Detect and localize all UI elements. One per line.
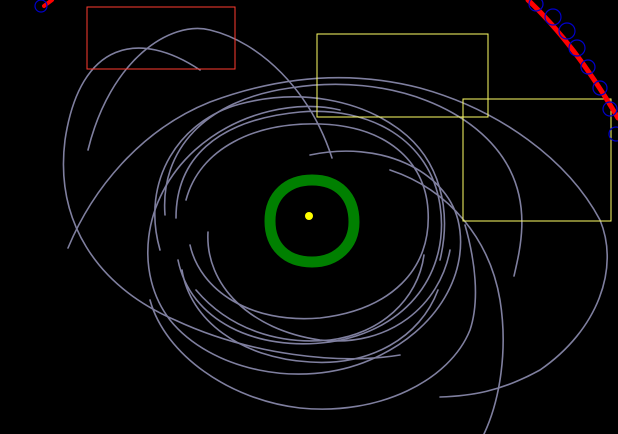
- orbit-trail: [389, 169, 504, 434]
- orbit-trail: [67, 76, 608, 398]
- trajectory-loop: [528, 0, 544, 12]
- orbit-trail: [87, 27, 333, 159]
- trajectory-loop: [34, 0, 48, 13]
- orbit-trail: [147, 105, 462, 375]
- orbit-trail: [62, 47, 401, 360]
- orbit-trail: [149, 224, 477, 410]
- trajectory-loop: [592, 80, 608, 96]
- orbit-trail: [175, 110, 443, 345]
- outer-arc-trajectory: [525, 0, 618, 142]
- trajectory-loop: [608, 126, 618, 142]
- orbit-trail: [181, 269, 439, 364]
- trajectory-loop: [558, 22, 576, 40]
- star-icon[interactable]: [305, 212, 313, 220]
- highlight-box: [316, 33, 489, 118]
- orbit-trail: [185, 123, 429, 320]
- highlight-box: [462, 98, 612, 222]
- trajectory-loop: [602, 101, 618, 117]
- orbit-trail: [163, 83, 523, 277]
- red-trajectory: [525, 0, 618, 121]
- orbit-trail: [195, 254, 425, 342]
- red-trajectory: [42, 0, 54, 8]
- highlight-box: [86, 6, 236, 70]
- trajectory-loop: [568, 39, 586, 57]
- corner-arc-trajectory: [34, 0, 54, 13]
- trajectory-loop: [544, 8, 562, 26]
- habitable-zone-ring: [264, 174, 360, 268]
- orbit-trail: [154, 96, 446, 261]
- trajectory-loops: [528, 0, 618, 142]
- orbit-trails: [62, 27, 608, 434]
- trajectory-loop: [580, 59, 596, 75]
